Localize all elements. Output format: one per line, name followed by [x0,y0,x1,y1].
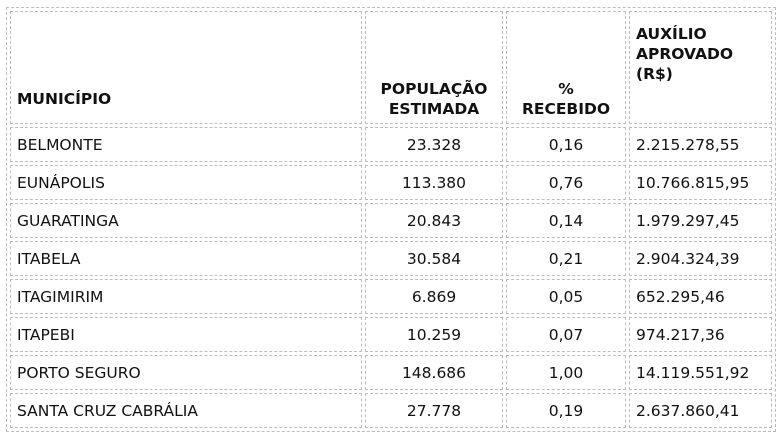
table-row: EUNÁPOLIS 113.380 0,76 10.766.815,95 [10,165,772,200]
cell-auxilio: 10.766.815,95 [629,165,772,200]
cell-percentual: 0,07 [506,317,626,352]
table-header: MUNICÍPIO POPULAÇÃO ESTIMADA % RECEBIDO … [10,11,772,124]
cell-municipio: PORTO SEGURO [10,355,362,390]
cell-municipio: GUARATINGA [10,203,362,238]
header-row: MUNICÍPIO POPULAÇÃO ESTIMADA % RECEBIDO … [10,11,772,124]
cell-auxilio: 1.979.297,45 [629,203,772,238]
cell-auxilio: 14.119.551,92 [629,355,772,390]
cell-auxilio: 652.295,46 [629,279,772,314]
cell-populacao: 20.843 [365,203,503,238]
cell-populacao: 27.778 [365,393,503,428]
cell-municipio: EUNÁPOLIS [10,165,362,200]
cell-populacao: 23.328 [365,127,503,162]
cell-municipio: SANTA CRUZ CABRÁLIA [10,393,362,428]
cell-populacao: 113.380 [365,165,503,200]
cell-auxilio: 2.637.860,41 [629,393,772,428]
cell-auxilio: 2.215.278,55 [629,127,772,162]
cell-percentual: 0,76 [506,165,626,200]
cell-municipio: ITAPEBI [10,317,362,352]
municipal-aid-table: MUNICÍPIO POPULAÇÃO ESTIMADA % RECEBIDO … [6,7,776,432]
cell-percentual: 0,19 [506,393,626,428]
table-row: ITAGIMIRIM 6.869 0,05 652.295,46 [10,279,772,314]
cell-municipio: BELMONTE [10,127,362,162]
cell-populacao: 30.584 [365,241,503,276]
cell-populacao: 148.686 [365,355,503,390]
table-row: BELMONTE 23.328 0,16 2.215.278,55 [10,127,772,162]
table-row: ITABELA 30.584 0,21 2.904.324,39 [10,241,772,276]
cell-auxilio: 974.217,36 [629,317,772,352]
table-row: PORTO SEGURO 148.686 1,00 14.119.551,92 [10,355,772,390]
cell-populacao: 10.259 [365,317,503,352]
cell-percentual: 1,00 [506,355,626,390]
table-row: GUARATINGA 20.843 0,14 1.979.297,45 [10,203,772,238]
cell-percentual: 0,05 [506,279,626,314]
cell-percentual: 0,16 [506,127,626,162]
table-body: BELMONTE 23.328 0,16 2.215.278,55 EUNÁPO… [10,127,772,428]
header-auxilio: AUXÍLIO APROVADO (R$) [629,11,772,124]
header-municipio: MUNICÍPIO [10,11,362,124]
header-populacao: POPULAÇÃO ESTIMADA [365,11,503,124]
cell-percentual: 0,21 [506,241,626,276]
cell-auxilio: 2.904.324,39 [629,241,772,276]
cell-municipio: ITABELA [10,241,362,276]
cell-percentual: 0,14 [506,203,626,238]
cell-populacao: 6.869 [365,279,503,314]
table-row: ITAPEBI 10.259 0,07 974.217,36 [10,317,772,352]
cell-municipio: ITAGIMIRIM [10,279,362,314]
table-row: SANTA CRUZ CABRÁLIA 27.778 0,19 2.637.86… [10,393,772,428]
header-percentual: % RECEBIDO [506,11,626,124]
